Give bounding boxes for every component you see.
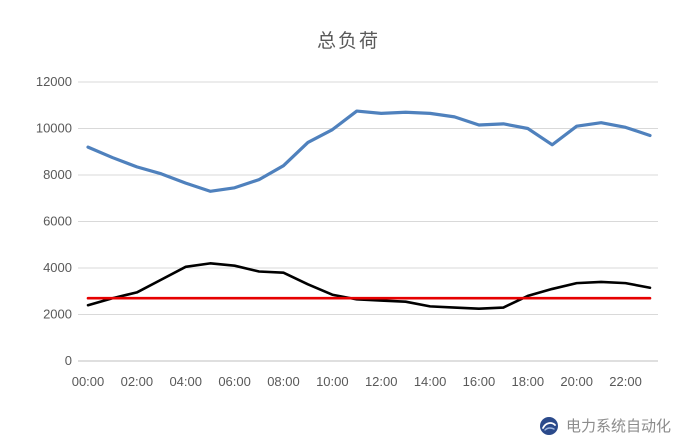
y-tick-label: 2000	[43, 307, 72, 322]
black-line	[86, 262, 652, 310]
x-tick-label: 18:00	[512, 374, 545, 389]
x-tick-label: 00:00	[72, 374, 105, 389]
x-tick-label: 22:00	[609, 374, 642, 389]
y-tick-label: 6000	[43, 214, 72, 229]
y-tick-label: 8000	[43, 167, 72, 182]
x-tick-label: 08:00	[267, 374, 300, 389]
x-tick-label: 20:00	[560, 374, 593, 389]
watermark: 电力系统自动化	[539, 415, 671, 436]
x-tick-label: 06:00	[218, 374, 251, 389]
x-tick-label: 02:00	[121, 374, 154, 389]
y-tick-label: 10000	[36, 121, 72, 136]
y-tick-label: 4000	[43, 260, 72, 275]
x-tick-label: 04:00	[169, 374, 202, 389]
watermark-logo-icon	[539, 416, 559, 436]
x-tick-label: 12:00	[365, 374, 398, 389]
chart-title: 总负荷	[316, 31, 380, 52]
y-tick-label: 0	[65, 353, 72, 368]
x-tick-label: 16:00	[463, 374, 496, 389]
y-tick-label: 12000	[36, 74, 72, 89]
x-tick-label: 14:00	[414, 374, 447, 389]
blue-line	[86, 109, 652, 193]
watermark-text: 电力系统自动化	[565, 418, 671, 435]
x-tick-label: 10:00	[316, 374, 349, 389]
line-chart: 0 2000 4000 6000 8000 10000 12000 00:00 02:00 04:…	[36, 74, 658, 389]
